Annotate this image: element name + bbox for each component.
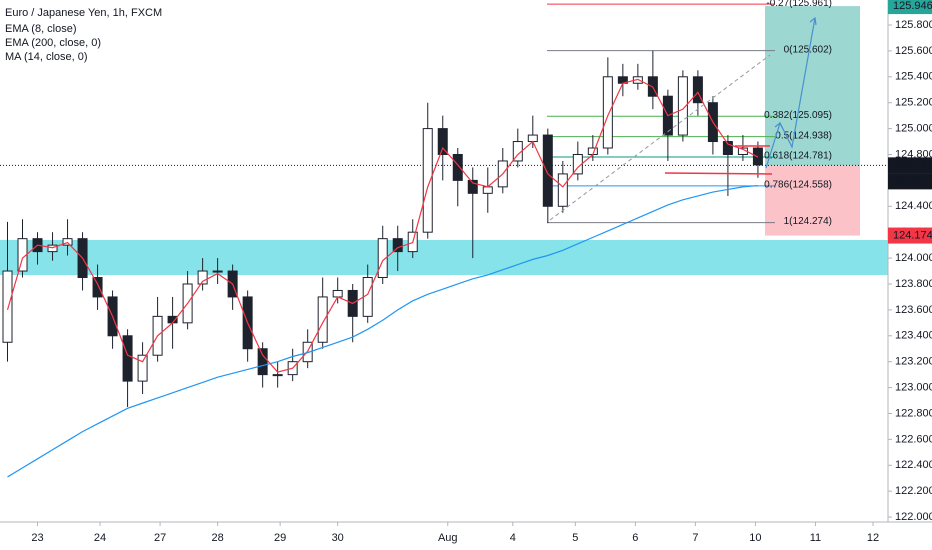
x-tick-label: 12	[867, 532, 879, 544]
candle-body	[467, 179, 478, 194]
candle-body	[452, 153, 463, 181]
candle-body	[2, 270, 13, 343]
projection-arrow	[765, 17, 816, 169]
arrow-head	[774, 122, 784, 130]
candle-body	[137, 354, 148, 382]
x-tick-label: 29	[274, 532, 286, 544]
candle-body	[557, 173, 568, 207]
candle-body	[602, 76, 613, 149]
y-tick-label: 122.200	[895, 485, 932, 497]
candle-body	[257, 348, 268, 376]
x-tick-label: 23	[31, 532, 43, 544]
price-axis	[888, 0, 932, 550]
x-tick-label: 24	[94, 532, 106, 544]
countdown: 09:55	[896, 175, 924, 187]
x-tick-label: Aug	[438, 532, 458, 544]
trend-line	[549, 54, 771, 221]
candle-body	[212, 270, 223, 273]
fib-label: 1(124.274)	[784, 216, 832, 227]
candle-body	[542, 134, 553, 207]
y-tick-label: 123.400	[895, 330, 932, 342]
y-tick-label: 124.000	[895, 252, 932, 264]
y-tick-label: 122.800	[895, 407, 932, 419]
candle-body	[122, 335, 133, 382]
indicator-line	[6, 78, 759, 373]
candle-body	[422, 128, 433, 233]
candle-body	[272, 374, 283, 377]
y-tick-label: 124.400	[895, 200, 932, 212]
y-tick-label: 123.800	[895, 278, 932, 290]
y-tick-label: 122.400	[895, 459, 932, 471]
y-tick-label: 125.000	[895, 122, 932, 134]
red-level	[664, 172, 773, 175]
price-marker	[888, 157, 932, 174]
candle-body	[92, 277, 103, 298]
arrow-head	[809, 16, 817, 26]
y-tick-label: 123.200	[895, 356, 932, 368]
candle-body	[377, 238, 388, 279]
legend-entry: EMA (200, close, 0)	[5, 37, 101, 49]
indicator-line	[7, 184, 758, 478]
y-tick-label: 123.000	[895, 381, 932, 393]
candle-body	[527, 134, 538, 143]
candle-body	[392, 238, 403, 253]
y-tick-label: 125.800	[895, 19, 932, 31]
stop-marker-label: 124.174	[893, 229, 932, 241]
candle-body	[722, 141, 733, 155]
y-tick-label: 123.600	[895, 304, 932, 316]
x-tick-label: 28	[211, 532, 223, 544]
y-tick-label: 125.200	[895, 97, 932, 109]
legend-entry: MA (14, close, 0)	[5, 51, 88, 63]
fib-label: 0.5(124.938)	[775, 130, 832, 141]
countdown-box	[888, 173, 932, 190]
candle-body	[677, 76, 688, 136]
candle-body	[47, 244, 58, 253]
x-tick-label: 4	[510, 532, 516, 544]
candle-body	[317, 296, 328, 343]
fib-label: 0(125.602)	[784, 44, 832, 55]
x-tick-label: 27	[154, 532, 166, 544]
legend-entry: EMA (8, close)	[5, 23, 77, 35]
chart-title: Euro / Japanese Yen, 1h, FXCM	[5, 7, 162, 19]
candle-body	[482, 186, 493, 194]
x-tick-label: 10	[749, 532, 761, 544]
target-marker-label: 125.946	[893, 0, 932, 12]
x-tick-label: 7	[692, 532, 698, 544]
fib-label: 0.618(124.781)	[764, 151, 832, 162]
x-tick-label: 5	[572, 532, 578, 544]
support-zone	[0, 240, 888, 275]
target-marker	[888, 0, 932, 15]
x-tick-label: 30	[332, 532, 344, 544]
stop-zone	[765, 165, 860, 236]
fib-label: -0.27(125.961)	[766, 0, 832, 9]
fib-label: 0.786(124.558)	[764, 179, 832, 190]
x-tick-label: 11	[810, 532, 821, 544]
candle-body	[692, 76, 703, 104]
y-tick-label: 125.400	[895, 71, 932, 83]
candle-body	[332, 289, 343, 298]
y-tick-label: 122.600	[895, 433, 932, 445]
x-tick-label: 6	[632, 532, 638, 544]
candle-body	[197, 270, 208, 285]
stop-marker	[888, 227, 932, 244]
candle-body	[62, 238, 73, 246]
candle-body	[437, 128, 448, 155]
y-tick-label: 122.000	[895, 511, 932, 523]
y-tick-label: 125.600	[895, 45, 932, 57]
price-marker-label: 124.716	[893, 159, 932, 171]
